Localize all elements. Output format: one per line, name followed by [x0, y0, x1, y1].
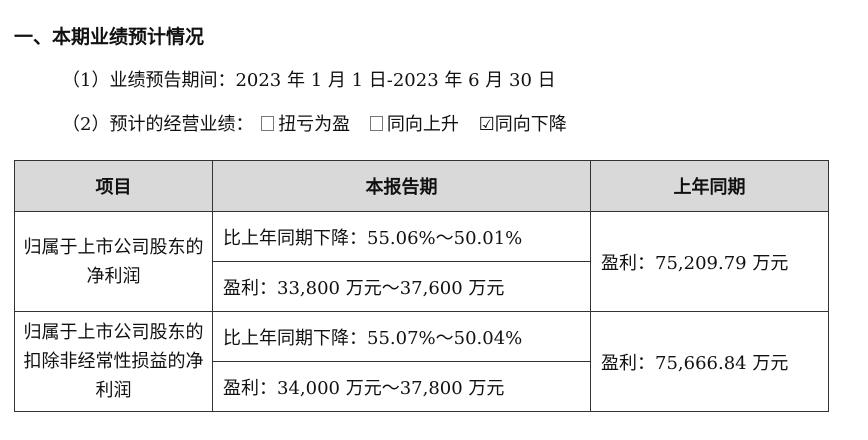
checkbox-icon [369, 116, 383, 131]
checked-checkbox-icon: ☑ [478, 114, 495, 135]
option-label: 同向上升 [386, 114, 459, 135]
checkbox-icon [261, 116, 275, 131]
forecast-table: 项目 本报告期 上年同期 归属于上市公司股东的净利润 比上年同期下降：55.06… [14, 160, 829, 412]
header-cell: 本报告期 [212, 160, 591, 212]
option-label: 扭亏为盈 [278, 114, 351, 135]
forecast-label: （2）预计的经营业绩： [62, 114, 254, 135]
header-cell: 上年同期 [590, 160, 829, 212]
table-row: 盈利：34,000 万元～37,800 万元 [15, 361, 829, 412]
option-label: 同向下降 [494, 114, 567, 135]
prior-cell: 盈利：75,666.84 万元 [590, 311, 829, 412]
table-row: 归属于上市公司股东的净利润 比上年同期下降：55.06%～50.01% 盈利：7… [14, 211, 829, 312]
section-title: 一、本期业绩预计情况 [14, 26, 205, 48]
table-header-row: 项目 本报告期 上年同期 [14, 160, 829, 212]
item-cell: 归属于上市公司股东的扣除非经常性损益的净利润 [14, 311, 213, 412]
forecast-type: （2）预计的经营业绩： 扭亏为盈 同向上升 ☑同向下降 [62, 110, 567, 136]
header-cell: 项目 [14, 160, 213, 212]
change-cell: 比上年同期下降：55.06%～50.01% [212, 211, 591, 262]
profit-cell: 盈利：34,000 万元～37,800 万元 [212, 361, 591, 412]
item-cell: 归属于上市公司股东的净利润 [14, 211, 213, 312]
table-row: 盈利：33,800 万元～37,600 万元 [15, 261, 829, 312]
prior-cell: 盈利：75,209.79 万元 [590, 211, 829, 312]
forecast-period: （1）业绩预告期间：2023 年 1 月 1 日-2023 年 6 月 30 日 [62, 70, 556, 91]
profit-cell: 盈利：33,800 万元～37,600 万元 [212, 261, 591, 312]
change-cell: 比上年同期下降：55.07%～50.04% [212, 311, 591, 362]
table-row: 归属于上市公司股东的扣除非经常性损益的净利润 比上年同期下降：55.07%～50… [14, 311, 829, 412]
